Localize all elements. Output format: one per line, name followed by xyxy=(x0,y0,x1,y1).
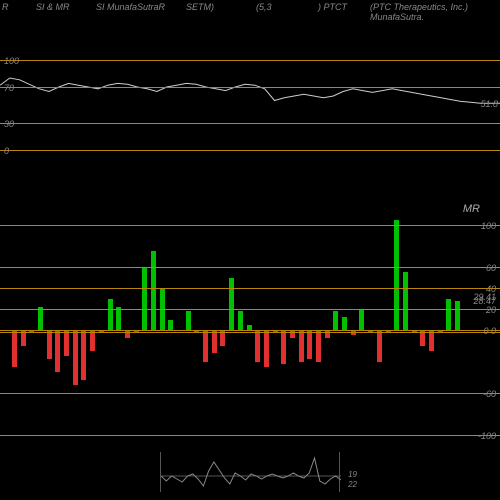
axis-label: -60 xyxy=(483,389,496,399)
gridline xyxy=(0,225,500,226)
rsi-current-value: 51.8 xyxy=(480,99,498,109)
bar xyxy=(255,330,260,362)
mr-label: MR xyxy=(463,203,480,215)
axis-label: 0 xyxy=(4,146,9,156)
axis-label: 20 xyxy=(486,305,496,315)
bar xyxy=(394,220,399,330)
bar xyxy=(307,330,312,359)
gridline xyxy=(0,309,500,310)
bar xyxy=(229,278,234,331)
bar xyxy=(455,301,460,330)
bar xyxy=(90,330,95,351)
bar xyxy=(116,307,121,330)
bar xyxy=(446,299,451,331)
gridline xyxy=(0,123,500,124)
bar xyxy=(429,330,434,351)
axis-label: 30 xyxy=(4,119,14,129)
mini-panel: 19 22 xyxy=(160,452,340,492)
bar xyxy=(377,330,382,362)
bar xyxy=(342,317,347,330)
header-text: (5,3 xyxy=(256,2,272,12)
bar xyxy=(359,309,364,330)
gridline xyxy=(0,332,500,333)
bar xyxy=(281,330,286,364)
gridline xyxy=(0,87,500,88)
bar xyxy=(151,251,156,330)
bar xyxy=(64,330,69,356)
header-text: SI MunafaSutraR xyxy=(96,2,165,12)
header-text: (PTC Therapeutics, Inc.) MunafaSutra. xyxy=(370,2,500,22)
axis-label: 0 0 xyxy=(483,326,496,336)
mini-label-top: 19 xyxy=(348,470,357,479)
bar xyxy=(316,330,321,362)
bar xyxy=(333,311,338,330)
bar xyxy=(81,330,86,380)
axis-label: 100 xyxy=(4,56,19,66)
gridline xyxy=(0,330,500,331)
header-text: SETM) xyxy=(186,2,214,12)
bar xyxy=(403,272,408,330)
header-text: SI & MR xyxy=(36,2,70,12)
gridline xyxy=(0,150,500,151)
chart-header: RSI & MRSI MunafaSutraRSETM)(5,3) PTCT(P… xyxy=(0,2,500,16)
bar xyxy=(38,307,43,330)
bar xyxy=(47,330,52,359)
bar xyxy=(142,267,147,330)
gridline xyxy=(0,435,500,436)
gridline xyxy=(0,267,500,268)
bar xyxy=(55,330,60,372)
mini-label-bottom: 22 xyxy=(348,480,357,489)
bar xyxy=(238,311,243,330)
bar xyxy=(186,311,191,330)
bar xyxy=(108,299,113,331)
bar xyxy=(12,330,17,367)
mini-curve xyxy=(161,452,341,492)
axis-label: 70 xyxy=(4,83,14,93)
mr-bar-panel: MR 1006040200 0-60-10029.4128.47 xyxy=(0,225,500,435)
bar xyxy=(299,330,304,362)
rsi-panel: 51.8 10070300 xyxy=(0,60,500,150)
rsi-curve xyxy=(0,60,500,150)
header-text: ) PTCT xyxy=(318,2,347,12)
gridline xyxy=(0,60,500,61)
header-text: R xyxy=(2,2,9,12)
gridline xyxy=(0,288,500,289)
bar xyxy=(73,330,78,385)
axis-label: 100 xyxy=(481,221,496,231)
bar xyxy=(212,330,217,353)
bar xyxy=(168,320,173,331)
axis-label: -100 xyxy=(478,431,496,441)
current-value-label: 29.4128.47 xyxy=(473,294,496,305)
bar xyxy=(203,330,208,362)
gridline xyxy=(0,393,500,394)
axis-label: 60 xyxy=(486,263,496,273)
bar xyxy=(264,330,269,367)
